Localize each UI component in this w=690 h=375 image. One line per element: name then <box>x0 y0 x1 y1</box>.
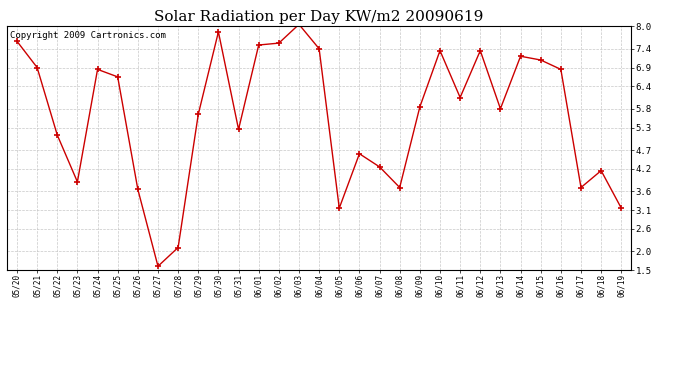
Text: Copyright 2009 Cartronics.com: Copyright 2009 Cartronics.com <box>10 31 166 40</box>
Title: Solar Radiation per Day KW/m2 20090619: Solar Radiation per Day KW/m2 20090619 <box>155 10 484 24</box>
